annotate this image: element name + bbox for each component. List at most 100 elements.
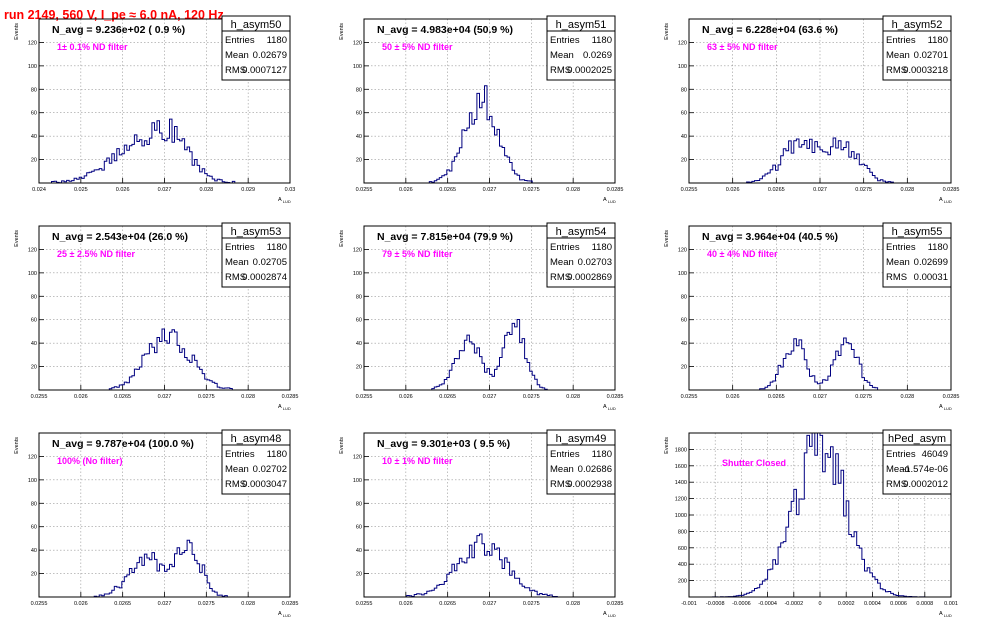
x-axis-label: A LUD [603, 404, 616, 411]
stats-title: h_asym50 [231, 19, 282, 31]
x-tick-label: 0.0255 [31, 601, 48, 607]
plot-frame [688, 18, 952, 184]
y-tick-label: 40 [31, 548, 37, 554]
y-tick-label: 1600 [675, 464, 687, 470]
y-tick-label: 100 [353, 64, 362, 70]
stats-value: 1180 [267, 242, 287, 253]
y-tick-label: 100 [353, 478, 362, 484]
y-tick-label: 60 [31, 525, 37, 531]
stats-value: 0.0269 [583, 50, 612, 61]
stats-key: RMS [886, 272, 907, 283]
x-tick-label: 0.0275 [198, 601, 215, 607]
y-tick-label: 40 [31, 134, 37, 140]
x-tick-label: 0.026 [399, 187, 413, 193]
stats-value: 0.02699 [914, 257, 948, 268]
y-tick-label: 40 [356, 134, 362, 140]
x-tick-label: 0.0265 [114, 601, 131, 607]
y-tick-label: 1000 [675, 513, 687, 519]
plot-frame [38, 432, 291, 598]
y-tick-label: 1800 [675, 447, 687, 453]
histogram-pad-h_asym52: 0.0255 0.026 0.0265 0.027 0.0275 0.028 0.0285 2… [664, 15, 959, 204]
filter-annotation: 25 ± 2.5% ND filter [57, 249, 135, 259]
y-axis-label: Events [664, 230, 670, 247]
y-axis-label: Events [339, 437, 345, 454]
x-tick-label: 0.024 [32, 187, 46, 193]
stats-title: h_asym52 [892, 19, 943, 31]
stats-key: RMS [550, 479, 571, 490]
x-tick-label: 0.0285 [282, 394, 299, 400]
stats-value: 1180 [928, 35, 948, 46]
n-avg-label: N_avg = 9.787e+04 (100.0 %) [52, 438, 194, 450]
y-tick-label: 120 [353, 247, 362, 253]
filter-annotation: 63 ± 5% ND filter [707, 42, 778, 52]
x-axis-label: A LUD [603, 197, 616, 204]
stats-title: h_asym55 [892, 226, 943, 238]
x-tick-label: 0.028 [900, 187, 914, 193]
stats-value: 1180 [592, 35, 612, 46]
y-tick-label: 80 [356, 294, 362, 300]
y-tick-label: 20 [356, 365, 362, 371]
stats-key: Entries [225, 242, 255, 253]
x-tick-label: 0.028 [566, 394, 580, 400]
y-axis-label: Events [664, 437, 670, 454]
stats-key: RMS [225, 65, 246, 76]
stats-box [882, 237, 952, 288]
histogram-pad-h_asym50: 0.024 0.025 0.026 0.027 0.028 0.029 0.03 20 40 60… [14, 15, 295, 204]
y-tick-label: 60 [356, 525, 362, 531]
x-tick-label: 0.0275 [855, 187, 872, 193]
plot-frame [38, 18, 291, 184]
x-tick-label: 0.028 [566, 187, 580, 193]
stats-box [221, 30, 291, 81]
stats-key: Mean [886, 464, 910, 475]
stats-key: Entries [225, 35, 255, 46]
x-tick-label: 0.026 [726, 394, 740, 400]
y-tick-label: 60 [356, 111, 362, 117]
stats-key: Entries [550, 449, 580, 460]
y-tick-label: 40 [681, 341, 687, 347]
stats-key: Mean [550, 257, 574, 268]
stats-value: 0.02701 [914, 50, 948, 61]
stats-box [546, 444, 616, 495]
stats-key: RMS [550, 272, 571, 283]
stats-title: h_asym48 [231, 433, 282, 445]
stats-value: 0.0002025 [567, 65, 612, 76]
n-avg-label: N_avg = 6.228e+04 (63.6 %) [702, 24, 838, 36]
y-tick-label: 60 [31, 111, 37, 117]
x-tick-label: -0.0004 [758, 601, 777, 607]
n-avg-label: N_avg = 9.301e+03 ( 9.5 %) [377, 438, 510, 450]
y-tick-label: 120 [353, 40, 362, 46]
x-tick-label: 0.0255 [681, 394, 698, 400]
x-tick-label: -0.0006 [732, 601, 751, 607]
histogram-pad-h_asym55: 0.0255 0.026 0.0265 0.027 0.0275 0.028 0.0285 2… [664, 222, 960, 411]
histogram-pads: 0.024 0.025 0.026 0.027 0.028 0.029 0.03 20 40 60… [14, 15, 960, 618]
x-tick-label: 0.026 [74, 601, 88, 607]
stats-key: Mean [225, 50, 249, 61]
stats-title: h_asym54 [556, 226, 607, 238]
x-tick-label: 0.0265 [768, 187, 785, 193]
stats-value: 0.0003047 [242, 479, 287, 490]
stats-value: 1180 [267, 35, 287, 46]
x-tick-label: 0.0265 [768, 394, 785, 400]
y-axis-label: Events [339, 23, 345, 40]
filter-annotation: Shutter Closed [722, 458, 786, 468]
x-tick-label: 0.0002 [838, 601, 855, 607]
y-tick-label: 1400 [675, 480, 687, 486]
x-tick-label: 0.027 [813, 394, 827, 400]
x-tick-label: 0.0004 [864, 601, 881, 607]
stats-value: -1.574e-06 [902, 464, 948, 475]
y-tick-label: 20 [31, 365, 37, 371]
y-tick-label: 100 [28, 271, 37, 277]
y-tick-label: 80 [681, 294, 687, 300]
x-tick-label: 0.0008 [916, 601, 933, 607]
plot-frame [688, 225, 952, 391]
histogram-pad-hPed_asym: -0.001 -0.0008 -0.0006 -0.0004 -0.0002 0 0.000… [664, 429, 958, 618]
y-tick-label: 600 [678, 546, 687, 552]
x-tick-label: 0.0265 [439, 601, 456, 607]
filter-annotation: 40 ± 4% ND filter [707, 249, 778, 259]
stats-key: RMS [886, 65, 907, 76]
x-tick-label: 0.027 [483, 394, 497, 400]
stats-value: 0.0002869 [567, 272, 612, 283]
run-title: run 2149, 560 V, I_pe ≈ 6.0 nA, 120 Hz [4, 8, 224, 22]
x-tick-label: 0.0285 [943, 394, 960, 400]
x-tick-label: 0.027 [158, 601, 172, 607]
